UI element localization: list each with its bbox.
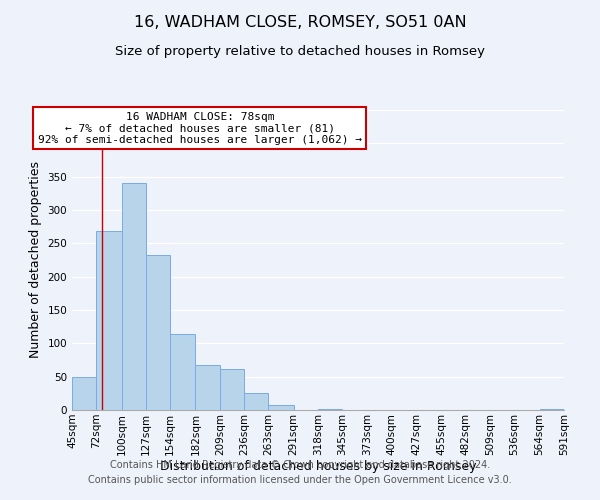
Bar: [72, 376, 97, 410]
Bar: [97, 232, 122, 410]
Bar: [146, 256, 170, 410]
Text: 16, WADHAM CLOSE, ROMSEY, SO51 0AN: 16, WADHAM CLOSE, ROMSEY, SO51 0AN: [134, 15, 466, 30]
Text: Size of property relative to detached houses in Romsey: Size of property relative to detached ho…: [115, 45, 485, 58]
Bar: [539, 408, 564, 410]
Bar: [220, 368, 244, 410]
Y-axis label: Number of detached properties: Number of detached properties: [29, 162, 42, 358]
Bar: [170, 334, 196, 410]
Bar: [122, 184, 146, 410]
Bar: [196, 364, 220, 410]
X-axis label: Distribution of detached houses by size in Romsey: Distribution of detached houses by size …: [160, 460, 476, 473]
Bar: [318, 408, 343, 410]
Text: 16 WADHAM CLOSE: 78sqm
← 7% of detached houses are smaller (81)
92% of semi-deta: 16 WADHAM CLOSE: 78sqm ← 7% of detached …: [38, 112, 362, 144]
Text: Contains HM Land Registry data © Crown copyright and database right 2024.
Contai: Contains HM Land Registry data © Crown c…: [88, 460, 512, 485]
Bar: [268, 406, 293, 410]
Bar: [244, 394, 268, 410]
